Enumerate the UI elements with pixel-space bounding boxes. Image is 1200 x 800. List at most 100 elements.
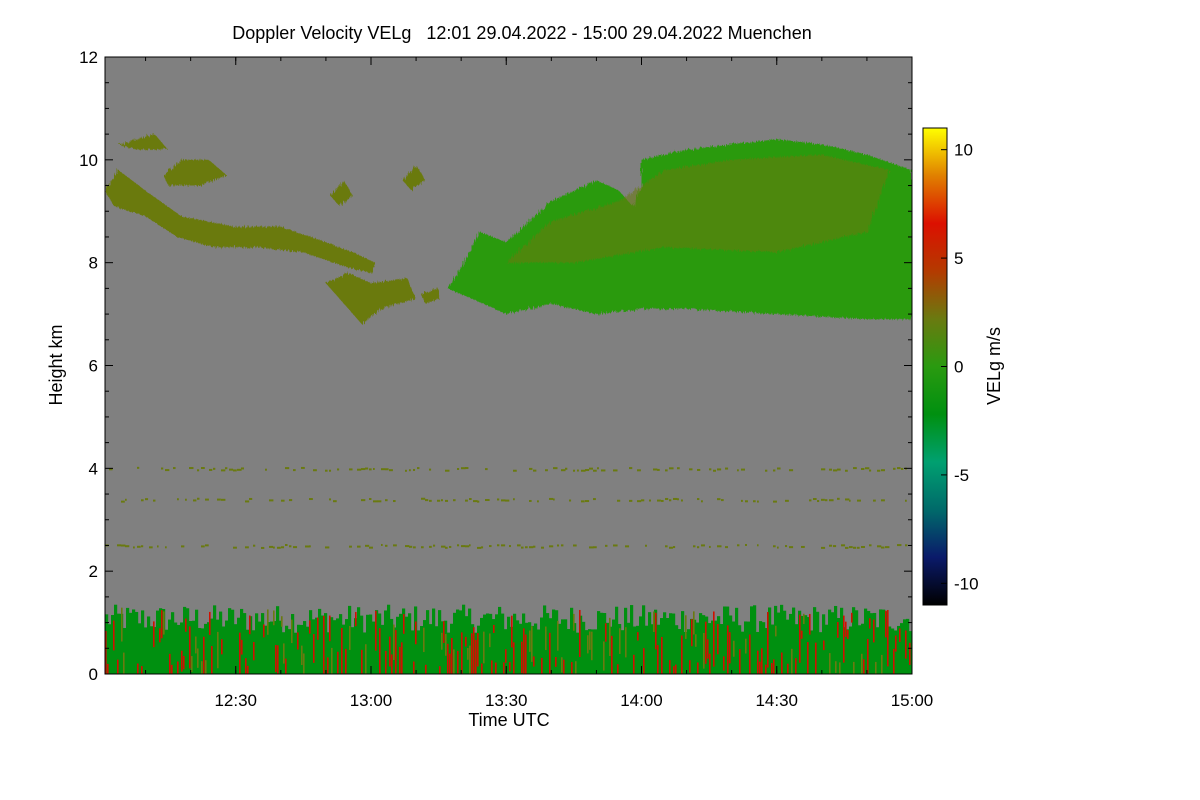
echo-column xyxy=(615,606,619,674)
echo-speck xyxy=(233,469,237,472)
echo-speck xyxy=(701,500,703,503)
echo-column xyxy=(108,624,112,674)
echo-streak xyxy=(799,614,801,663)
echo-streak xyxy=(153,621,155,648)
echo-column xyxy=(306,626,310,674)
echo-streak xyxy=(493,624,495,633)
echo-speck xyxy=(137,466,140,469)
echo-column xyxy=(336,618,340,674)
echo-speck xyxy=(365,467,369,470)
echo-speck xyxy=(201,545,205,548)
echo-column xyxy=(501,613,505,674)
echo-streak xyxy=(703,632,705,669)
echo-speck xyxy=(337,468,340,471)
echo-streak xyxy=(823,640,825,651)
echo-speck xyxy=(517,544,521,547)
echo-speck xyxy=(613,544,618,547)
echo-column xyxy=(156,610,160,674)
echo-streak xyxy=(391,654,393,674)
echo-speck xyxy=(673,546,676,549)
echo-column xyxy=(651,624,655,674)
colorbar-tick-label: 5 xyxy=(954,249,963,268)
echo-streak xyxy=(511,615,513,648)
echo-speck xyxy=(309,498,313,501)
colorbar-axis: -10 -5 0 5 10 xyxy=(941,141,979,593)
echo-speck xyxy=(477,500,480,503)
echo-column xyxy=(192,620,196,674)
echo-speck xyxy=(473,500,478,503)
echo-speck xyxy=(141,499,144,502)
echo-streak xyxy=(267,609,269,635)
echo-speck xyxy=(181,545,185,548)
echo-speck xyxy=(485,499,490,502)
echo-streak xyxy=(787,663,789,674)
echo-column xyxy=(828,609,832,674)
echo-speck xyxy=(165,546,167,549)
echo-streak xyxy=(775,625,777,637)
echo-speck xyxy=(165,469,170,472)
echo-column xyxy=(123,627,127,674)
echo-column xyxy=(903,619,907,674)
x-axis-label: Time UTC xyxy=(468,710,549,730)
echo-streak xyxy=(245,658,247,674)
echo-speck xyxy=(857,499,861,502)
echo-speck xyxy=(501,544,506,547)
echo-streak xyxy=(273,610,275,626)
echo-streak xyxy=(457,650,459,674)
echo-streak xyxy=(573,613,575,631)
echo-speck xyxy=(853,467,857,470)
echo-column xyxy=(621,630,625,674)
echo-speck xyxy=(117,544,122,547)
echo-column xyxy=(342,624,346,674)
echo-speck xyxy=(313,469,317,472)
echo-streak xyxy=(355,612,357,627)
echo-speck xyxy=(845,546,849,549)
echo-column xyxy=(321,615,325,674)
echo-column xyxy=(177,624,181,674)
echo-streak xyxy=(557,620,559,651)
echo-speck xyxy=(893,467,896,470)
echo-streak xyxy=(209,611,211,635)
echo-speck xyxy=(237,468,242,471)
echo-streak xyxy=(767,612,769,668)
echo-speck xyxy=(301,466,305,469)
echo-column xyxy=(267,622,271,674)
echo-column xyxy=(552,609,556,674)
echo-column xyxy=(213,605,217,674)
echo-streak xyxy=(345,648,347,674)
echo-streak xyxy=(183,656,185,670)
echo-speck xyxy=(381,543,383,546)
echo-column xyxy=(597,611,601,674)
echo-streak xyxy=(525,634,527,674)
echo-column xyxy=(861,623,865,674)
echo-streak xyxy=(861,653,863,674)
echo-speck xyxy=(865,467,870,470)
echo-streak xyxy=(349,625,351,650)
echo-speck xyxy=(513,469,517,472)
echo-column xyxy=(249,616,253,674)
echo-speck xyxy=(293,546,298,549)
echo-streak xyxy=(461,632,463,674)
echo-column xyxy=(567,629,571,674)
echo-column xyxy=(399,613,403,674)
echo-layer xyxy=(105,134,912,674)
echo-column xyxy=(330,617,334,674)
echo-streak xyxy=(439,666,441,674)
echo-speck xyxy=(441,499,443,502)
echo-column xyxy=(879,609,883,674)
colorbar-tick-label: -10 xyxy=(954,574,979,593)
echo-column xyxy=(675,625,679,674)
echo-speck xyxy=(205,498,209,501)
echo-speck xyxy=(373,467,375,470)
echo-streak xyxy=(275,644,277,673)
echo-streak xyxy=(425,664,427,674)
echo-speck xyxy=(553,467,558,470)
echo-speck xyxy=(413,546,416,549)
echo-streak xyxy=(603,641,605,671)
echo-speck xyxy=(585,469,590,472)
echo-column xyxy=(339,614,343,674)
echo-speck xyxy=(357,468,362,471)
echo-column xyxy=(561,619,565,674)
echo-speck xyxy=(589,546,594,549)
echo-column xyxy=(543,605,547,674)
